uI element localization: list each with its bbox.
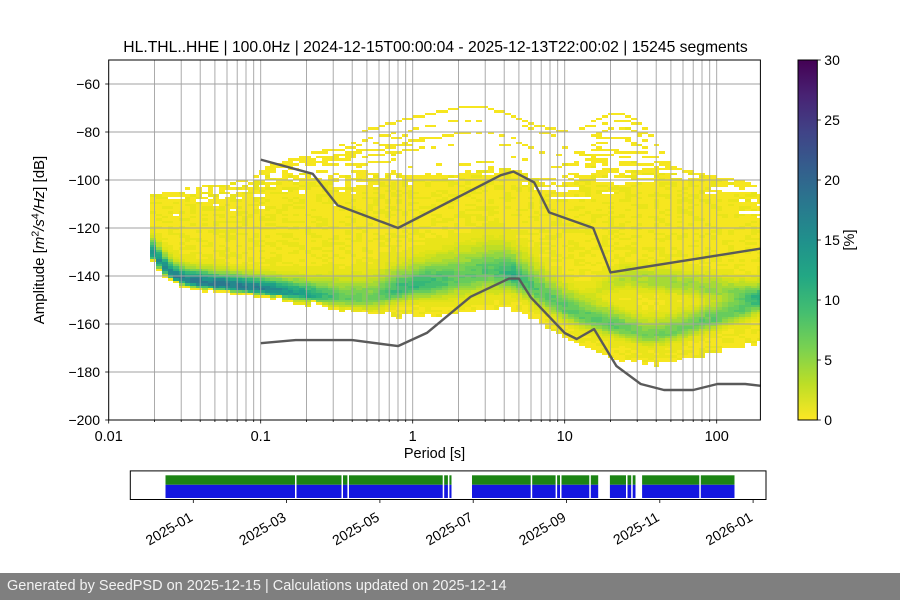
svg-text:10: 10 bbox=[824, 292, 840, 308]
svg-text:−160: −160 bbox=[68, 316, 100, 332]
svg-text:0.01: 0.01 bbox=[95, 429, 123, 445]
svg-text:−80: −80 bbox=[76, 124, 100, 140]
svg-text:−120: −120 bbox=[68, 220, 100, 236]
svg-text:100: 100 bbox=[705, 429, 729, 445]
svg-text:Period [s]: Period [s] bbox=[404, 446, 465, 462]
svg-text:25: 25 bbox=[824, 112, 840, 128]
svg-text:−100: −100 bbox=[68, 172, 100, 188]
svg-text:[%]: [%] bbox=[842, 230, 858, 251]
svg-text:−60: −60 bbox=[76, 76, 100, 92]
svg-text:HL.THL..HHE | 100.0Hz | 2024-1: HL.THL..HHE | 100.0Hz | 2024-12-15T00:00… bbox=[123, 39, 748, 56]
svg-text:0: 0 bbox=[824, 412, 832, 428]
svg-text:20: 20 bbox=[824, 172, 840, 188]
svg-text:1: 1 bbox=[409, 429, 417, 445]
svg-text:15: 15 bbox=[824, 232, 840, 248]
svg-text:Amplitude [m2/s4/Hz] [dB]: Amplitude [m2/s4/Hz] [dB] bbox=[30, 156, 49, 324]
svg-text:−140: −140 bbox=[68, 268, 100, 284]
svg-text:10: 10 bbox=[557, 429, 573, 445]
svg-text:−200: −200 bbox=[68, 412, 100, 428]
svg-text:0.1: 0.1 bbox=[251, 429, 271, 445]
svg-text:30: 30 bbox=[824, 52, 840, 68]
svg-text:5: 5 bbox=[824, 352, 832, 368]
svg-text:−180: −180 bbox=[68, 364, 100, 380]
